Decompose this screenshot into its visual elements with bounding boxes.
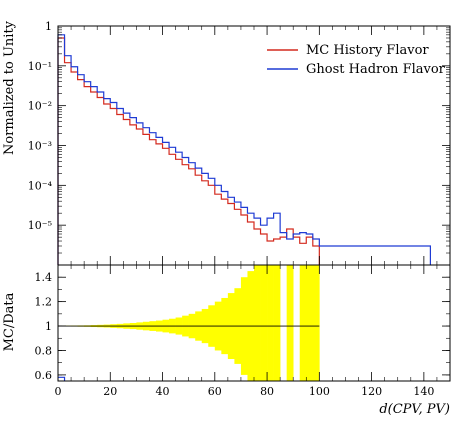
ratio-band-bin — [273, 265, 281, 381]
x-tick-label: 0 — [55, 385, 62, 398]
histogram-series-mc-history-flavor — [57, 37, 320, 265]
x-tick-label: 120 — [361, 385, 382, 398]
ratio-y-axis-title: MC/Data — [2, 292, 17, 351]
ratio-panel: 0.6 0.8 1 1.2 1.4 0 20 40 60 80 100 120 140 — [35, 264, 451, 398]
x-axis-title: d(CPV, PV) — [379, 402, 450, 417]
x-tick-label: 100 — [309, 385, 330, 398]
ratio-y-tick-label: 0.6 — [35, 369, 53, 382]
main-y-tick-label: 10⁻⁵ — [28, 219, 52, 232]
legend-label-ghost-hadron-flavor: Ghost Hadron Flavor — [306, 62, 446, 77]
ratio-marker — [58, 376, 66, 381]
legend-label-mc-history-flavor: MC History Flavor — [306, 43, 429, 58]
legend: MC History Flavor Ghost Hadron Flavor — [267, 43, 446, 77]
ratio-band-bin — [254, 265, 261, 381]
x-tick-label: 80 — [260, 385, 274, 398]
main-y-tick-label: 10⁻¹ — [28, 60, 52, 73]
ratio-band-bin — [267, 265, 274, 381]
histogram-series-ghost-hadron-flavor — [57, 34, 431, 265]
ratio-band-bin — [299, 265, 307, 381]
x-tick-label: 60 — [208, 385, 222, 398]
ratio-band-bin — [286, 265, 294, 381]
x-tick-label: 140 — [413, 385, 434, 398]
ratio-y-tick-label: 0.8 — [35, 344, 53, 357]
ratio-band-bin — [306, 265, 314, 381]
main-y-axis-title: Normalized to Unity — [2, 20, 17, 155]
ratio-band-bin — [312, 265, 320, 381]
ratio-y-tick-label: 1.2 — [35, 296, 53, 309]
main-y-tick-label: 10⁻³ — [28, 140, 52, 153]
main-y-tick-label: 10⁻² — [28, 100, 52, 113]
main-y-tick-label: 1 — [45, 20, 52, 33]
x-tick-label: 40 — [156, 385, 170, 398]
x-tick-label: 20 — [103, 385, 117, 398]
main-y-tick-label: 10⁻⁴ — [28, 179, 53, 192]
ratio-y-tick-label: 1.4 — [35, 271, 53, 284]
ratio-y-tick-label: 1 — [45, 320, 52, 333]
main-panel: 1 10⁻¹ 10⁻² 10⁻³ 10⁻⁴ 10⁻⁵ — [28, 20, 451, 266]
ratio-band-bin — [260, 265, 268, 381]
